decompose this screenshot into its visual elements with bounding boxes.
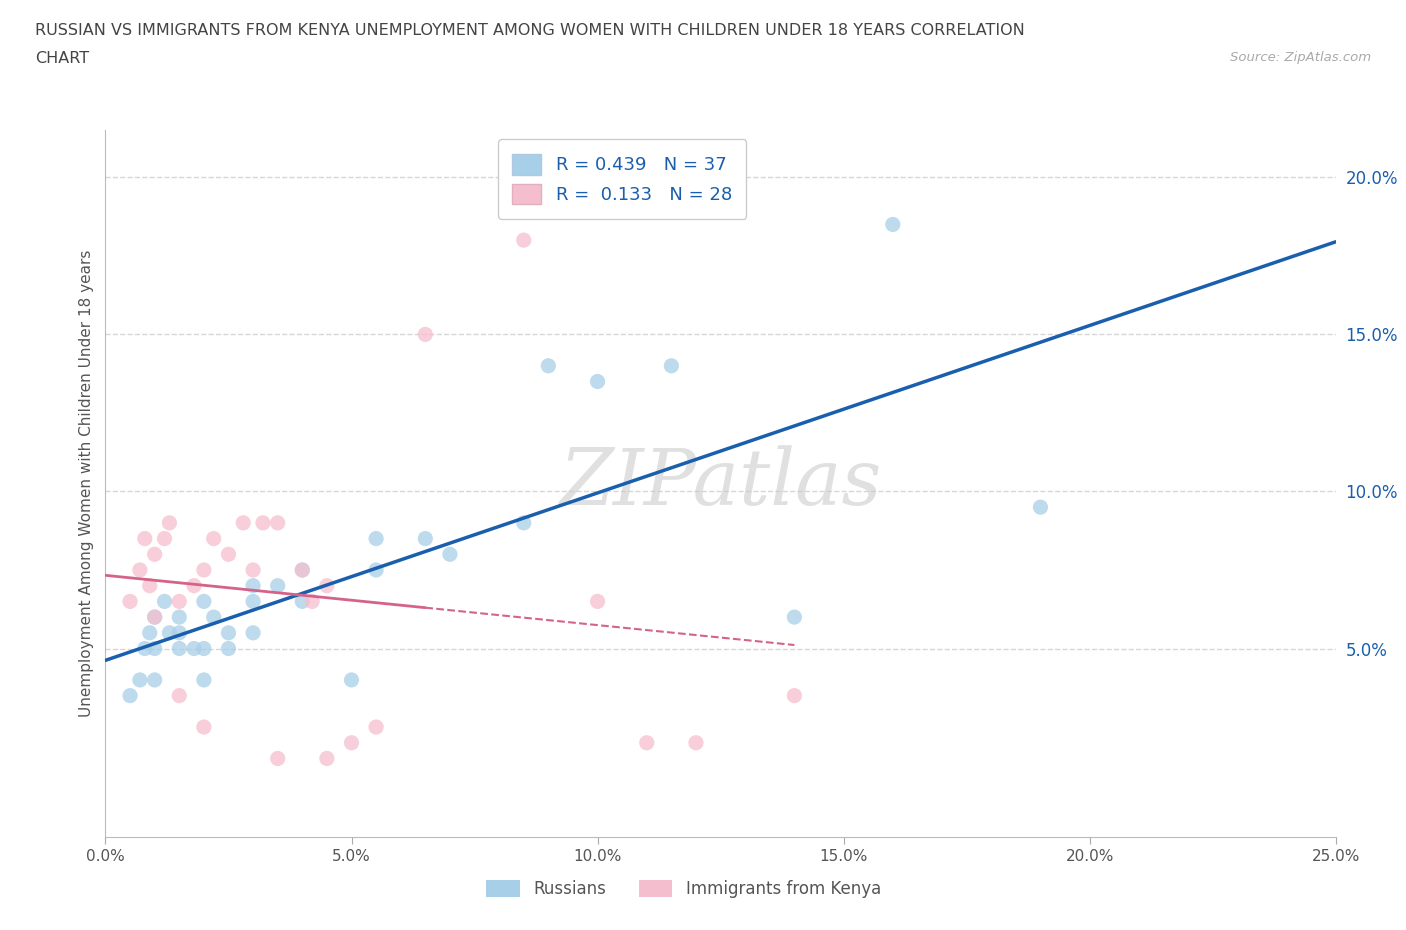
Point xyxy=(134,531,156,546)
Point xyxy=(252,515,274,530)
Point xyxy=(143,641,166,656)
Point xyxy=(586,594,609,609)
Point xyxy=(169,688,191,703)
Point xyxy=(366,531,388,546)
Point xyxy=(202,531,225,546)
Point xyxy=(134,641,156,656)
Point xyxy=(159,625,180,640)
Text: RUSSIAN VS IMMIGRANTS FROM KENYA UNEMPLOYMENT AMONG WOMEN WITH CHILDREN UNDER 18: RUSSIAN VS IMMIGRANTS FROM KENYA UNEMPLO… xyxy=(35,23,1025,38)
Point xyxy=(183,578,205,593)
Point xyxy=(513,515,536,530)
Point xyxy=(218,641,240,656)
Point xyxy=(129,672,152,687)
Point xyxy=(218,547,240,562)
Point xyxy=(340,736,363,751)
Text: CHART: CHART xyxy=(35,51,89,66)
Text: Source: ZipAtlas.com: Source: ZipAtlas.com xyxy=(1230,51,1371,64)
Point xyxy=(291,563,314,578)
Point xyxy=(232,515,254,530)
Point xyxy=(193,672,215,687)
Point xyxy=(138,578,162,593)
Point xyxy=(193,563,215,578)
Point xyxy=(183,641,205,656)
Point xyxy=(291,594,314,609)
Point xyxy=(267,578,290,593)
Point xyxy=(193,720,215,735)
Point xyxy=(143,672,166,687)
Point xyxy=(138,625,162,640)
Point xyxy=(685,736,707,751)
Point xyxy=(636,736,658,751)
Point xyxy=(169,594,191,609)
Point xyxy=(218,625,240,640)
Point xyxy=(415,327,437,342)
Point xyxy=(129,563,152,578)
Point xyxy=(267,751,290,766)
Point xyxy=(882,217,904,232)
Point xyxy=(315,578,337,593)
Point xyxy=(193,641,215,656)
Point xyxy=(661,358,683,373)
Point xyxy=(120,688,141,703)
Point xyxy=(1029,499,1052,514)
Point xyxy=(169,625,191,640)
Point xyxy=(169,641,191,656)
Point xyxy=(242,563,264,578)
Point xyxy=(159,515,180,530)
Point xyxy=(366,563,388,578)
Point xyxy=(439,547,461,562)
Point xyxy=(301,594,323,609)
Point xyxy=(153,531,176,546)
Point xyxy=(242,594,264,609)
Point xyxy=(415,531,437,546)
Point xyxy=(242,578,264,593)
Point xyxy=(783,610,806,625)
Point xyxy=(291,563,314,578)
Point xyxy=(169,610,191,625)
Point xyxy=(537,358,560,373)
Y-axis label: Unemployment Among Women with Children Under 18 years: Unemployment Among Women with Children U… xyxy=(79,250,94,717)
Point xyxy=(193,594,215,609)
Point xyxy=(340,672,363,687)
Point xyxy=(783,688,806,703)
Point xyxy=(315,751,337,766)
Point xyxy=(242,625,264,640)
Legend: Russians, Immigrants from Kenya: Russians, Immigrants from Kenya xyxy=(478,871,890,907)
Point xyxy=(120,594,141,609)
Point xyxy=(143,547,166,562)
Text: ZIPatlas: ZIPatlas xyxy=(560,445,882,522)
Point xyxy=(513,232,536,247)
Point xyxy=(202,610,225,625)
Point xyxy=(366,720,388,735)
Point xyxy=(586,374,609,389)
Point xyxy=(143,610,166,625)
Point xyxy=(153,594,176,609)
Point xyxy=(267,515,290,530)
Point xyxy=(143,610,166,625)
